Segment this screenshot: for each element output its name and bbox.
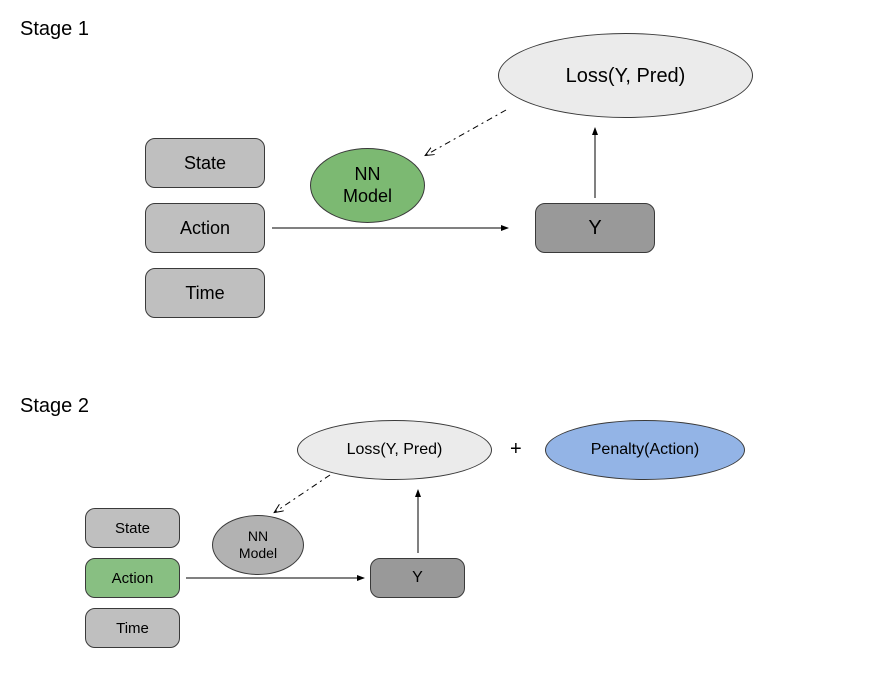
stage2-arrow-loss-to-nn xyxy=(0,0,873,679)
